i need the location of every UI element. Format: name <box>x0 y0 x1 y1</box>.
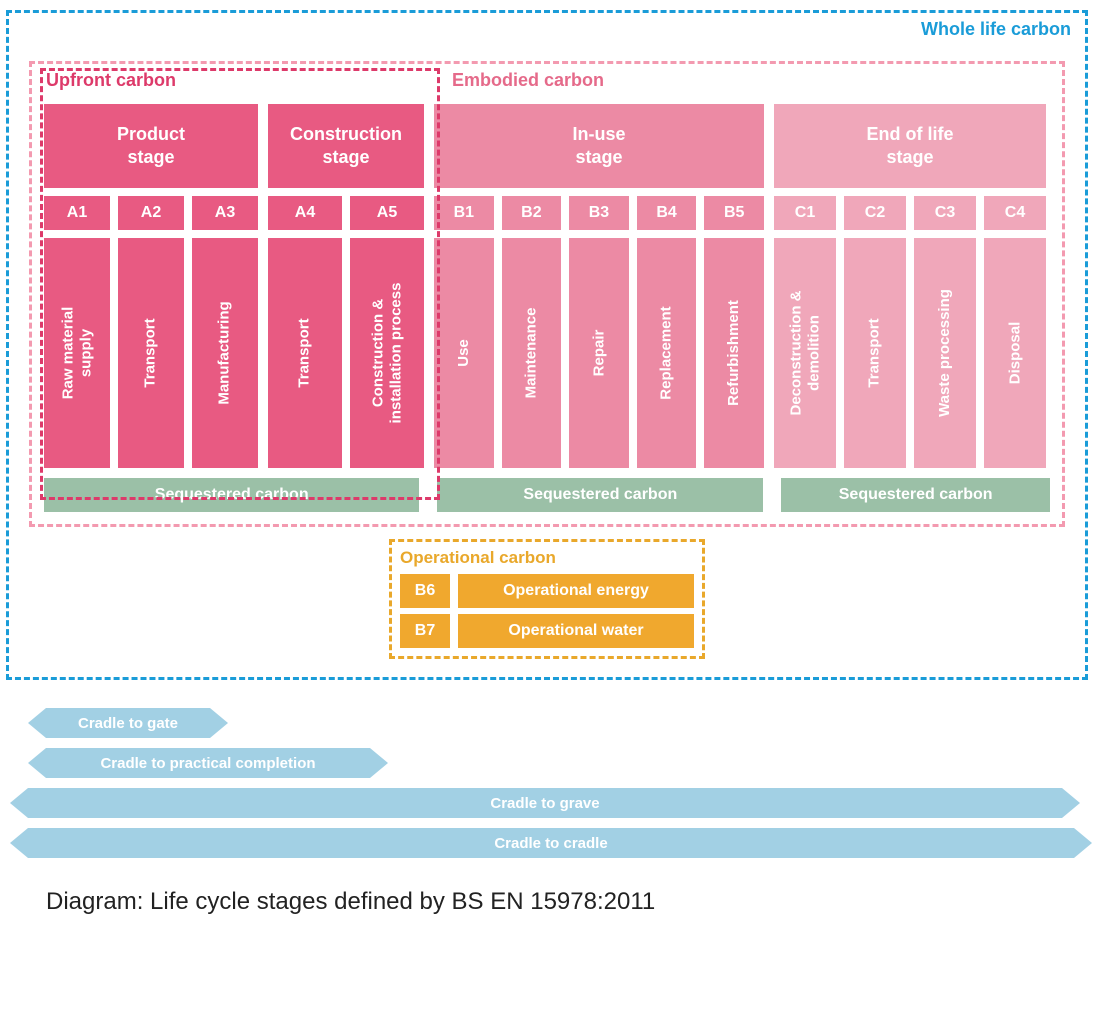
diagram-caption: Diagram: Life cycle stages defined by BS… <box>6 888 1088 916</box>
code-b1: B1 <box>434 196 494 230</box>
module-b4: Replacement <box>637 238 697 468</box>
columns-row-inuse: Use Maintenance Repair Replacement Refurbish… <box>434 238 764 468</box>
embodied-label: Embodied carbon <box>452 70 604 91</box>
code-a5: A5 <box>350 196 424 230</box>
code-a2: A2 <box>118 196 184 230</box>
stage-group-endoflife: End of lifestage C1C2C3C4 Deconstruction &… <box>774 104 1046 468</box>
columns-row-product: Raw materialsupply Transport Manufacturing <box>44 238 258 468</box>
module-label-c2: Transport <box>866 318 884 387</box>
operational-row-b6: B6Operational energy <box>400 574 694 608</box>
module-label-c3: Waste processing <box>936 289 954 417</box>
module-b5: Refurbishment <box>704 238 764 468</box>
code-b2: B2 <box>502 196 562 230</box>
module-b3: Repair <box>569 238 629 468</box>
module-b2: Maintenance <box>502 238 562 468</box>
module-c4: Disposal <box>984 238 1046 468</box>
code-c2: C2 <box>844 196 906 230</box>
stage-header-endoflife: End of lifestage <box>774 104 1046 188</box>
module-label-a2: Transport <box>142 318 160 387</box>
sequestered-box-0: Sequestered carbon <box>44 478 419 512</box>
module-a1: Raw materialsupply <box>44 238 110 468</box>
module-label-b3: Repair <box>590 330 608 377</box>
module-a2: Transport <box>118 238 184 468</box>
code-c3: C3 <box>914 196 976 230</box>
arrow-label: Cradle to cradle <box>494 835 607 852</box>
code-b4: B4 <box>637 196 697 230</box>
module-b1: Use <box>434 238 494 468</box>
code-a1: A1 <box>44 196 110 230</box>
whole-life-label: Whole life carbon <box>921 19 1071 40</box>
upfront-label: Upfront carbon <box>46 70 176 91</box>
operational-label: Operational carbon <box>400 548 694 568</box>
whole-life-carbon-box: Whole life carbon Upfront carbon Embodie… <box>6 10 1088 680</box>
module-label-a3: Manufacturing <box>216 301 234 404</box>
module-label-b2: Maintenance <box>522 308 540 399</box>
arrow-cradle-to-gate: Cradle to gate <box>28 708 228 738</box>
arrow-cradle-to-cradle: Cradle to cradle <box>10 828 1092 858</box>
columns-row-construction: Transport Construction &installation proc… <box>268 238 424 468</box>
module-label-c4: Disposal <box>1006 322 1024 385</box>
stage-group-construction: Constructionstage A4A5 Transport Constructi… <box>268 104 424 468</box>
module-a4: Transport <box>268 238 342 468</box>
module-label-b5: Refurbishment <box>725 300 743 406</box>
operational-row-b7: B7Operational water <box>400 614 694 648</box>
module-label-a5: Construction &installation process <box>369 283 405 424</box>
arrow-cradle-to-grave: Cradle to grave <box>10 788 1080 818</box>
arrow-label: Cradle to grave <box>490 795 599 812</box>
arrow-cradle-to-practical-completion: Cradle to practical completion <box>28 748 388 778</box>
operational-carbon-box: Operational carbon B6Operational energyB… <box>389 539 705 659</box>
op-code-b6: B6 <box>400 574 450 608</box>
columns-row-endoflife: Deconstruction &demolition Transport Waste… <box>774 238 1046 468</box>
module-label-b4: Replacement <box>658 306 676 399</box>
module-label-b1: Use <box>455 339 473 367</box>
sequestered-box-2: Sequestered carbon <box>781 478 1050 512</box>
stages-row: Productstage A1A2A3 Raw materialsupply Tran… <box>44 104 1050 468</box>
op-code-b7: B7 <box>400 614 450 648</box>
stage-group-product: Productstage A1A2A3 Raw materialsupply Tran… <box>44 104 258 468</box>
codes-row-endoflife: C1C2C3C4 <box>774 196 1046 230</box>
code-a3: A3 <box>192 196 258 230</box>
op-label-b6: Operational energy <box>458 574 694 608</box>
arrow-label: Cradle to gate <box>78 715 178 732</box>
module-a3: Manufacturing <box>192 238 258 468</box>
arrow-label: Cradle to practical completion <box>100 755 315 772</box>
module-c3: Waste processing <box>914 238 976 468</box>
code-c4: C4 <box>984 196 1046 230</box>
lifecycle-arrows: Cradle to gate Cradle to practical comple… <box>6 698 1088 848</box>
codes-row-construction: A4A5 <box>268 196 424 230</box>
module-label-a1: Raw materialsupply <box>59 307 95 400</box>
code-b3: B3 <box>569 196 629 230</box>
embodied-carbon-box: Upfront carbon Embodied carbon Productst… <box>29 61 1065 527</box>
stage-header-inuse: In-usestage <box>434 104 764 188</box>
codes-row-product: A1A2A3 <box>44 196 258 230</box>
code-c1: C1 <box>774 196 836 230</box>
stage-header-product: Productstage <box>44 104 258 188</box>
module-c2: Transport <box>844 238 906 468</box>
stage-group-inuse: In-usestage B1B2B3B4B5 Use Maintenance Repai… <box>434 104 764 468</box>
module-label-c1: Deconstruction &demolition <box>787 290 823 415</box>
stage-header-construction: Constructionstage <box>268 104 424 188</box>
code-b5: B5 <box>704 196 764 230</box>
sequestered-row: Sequestered carbon Sequestered carbon Sequ… <box>44 478 1050 512</box>
code-a4: A4 <box>268 196 342 230</box>
module-c1: Deconstruction &demolition <box>774 238 836 468</box>
module-label-a4: Transport <box>296 318 314 387</box>
module-a5: Construction &installation process <box>350 238 424 468</box>
sequestered-box-1: Sequestered carbon <box>437 478 763 512</box>
codes-row-inuse: B1B2B3B4B5 <box>434 196 764 230</box>
op-label-b7: Operational water <box>458 614 694 648</box>
